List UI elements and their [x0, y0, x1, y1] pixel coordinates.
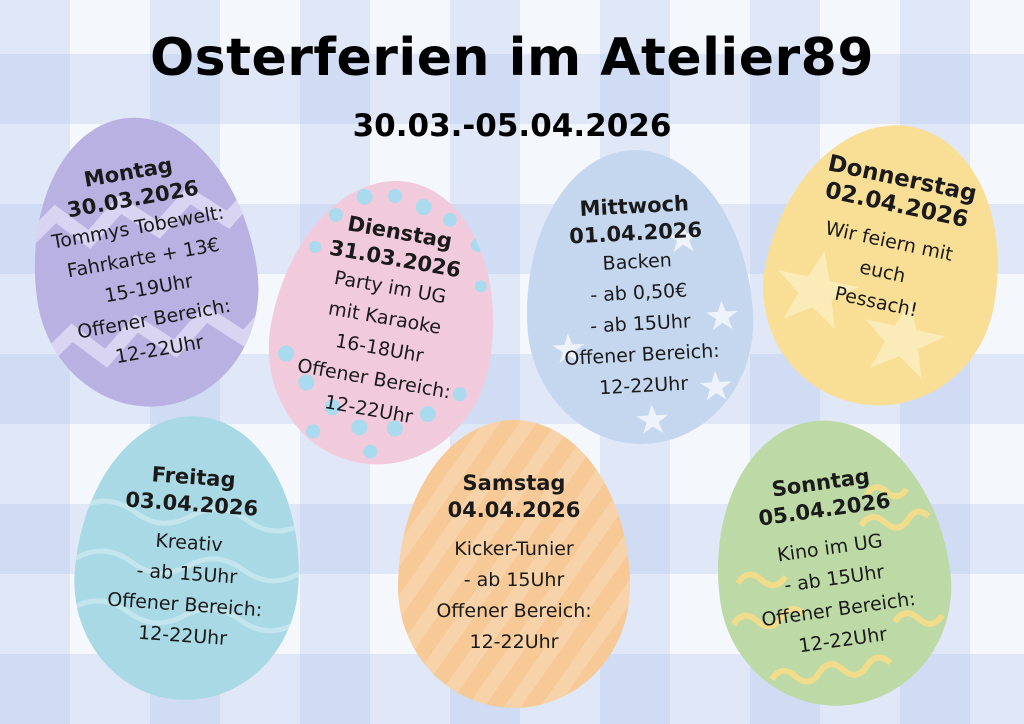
egg-donnerstag: Donnerstag 02.04.2026 Wir feiern mit euc… [741, 102, 1024, 428]
event-line: Backen [602, 248, 673, 275]
event-line: Pessach! [832, 282, 920, 322]
egg-sonntag: Sonntag 05.04.2026 Kino im UG - ab 15Uhr… [697, 405, 967, 721]
date-mittwoch: 01.04.2026 [568, 217, 703, 249]
page-title: Osterferien im Atelier89 [149, 28, 875, 88]
event-line: Offener Bereich: [436, 600, 592, 622]
date-range: 30.03.-05.04.2026 [352, 108, 672, 144]
date-samstag: 04.04.2026 [447, 498, 581, 522]
event-line: - ab 15Uhr [463, 569, 565, 591]
day-name-samstag: Samstag [462, 471, 566, 495]
event-line: Kreativ [154, 529, 224, 557]
egg-mittwoch: Mittwoch 01.04.2026 Backen - ab 0,50€ - … [518, 144, 760, 450]
event-line: Kicker-Tunier [454, 538, 574, 560]
event-line: 12-22Uhr [137, 621, 228, 650]
event-line: 12-22Uhr [469, 631, 559, 653]
egg-freitag: Freitag 03.04.2026 Kreativ - ab 15Uhr Of… [66, 408, 310, 708]
event-line: - ab 0,50€ [589, 278, 688, 307]
event-line: Offener Bereich: [563, 339, 721, 370]
egg-samstag: Samstag 04.04.2026 Kicker-Tunier - ab 15… [398, 420, 630, 708]
egg-montag: Montag 30.03.2026 Tommys Tobewelt: Fahrk… [13, 102, 275, 422]
date-freitag: 03.04.2026 [124, 487, 259, 521]
event-line: 12-22Uhr [598, 372, 689, 399]
